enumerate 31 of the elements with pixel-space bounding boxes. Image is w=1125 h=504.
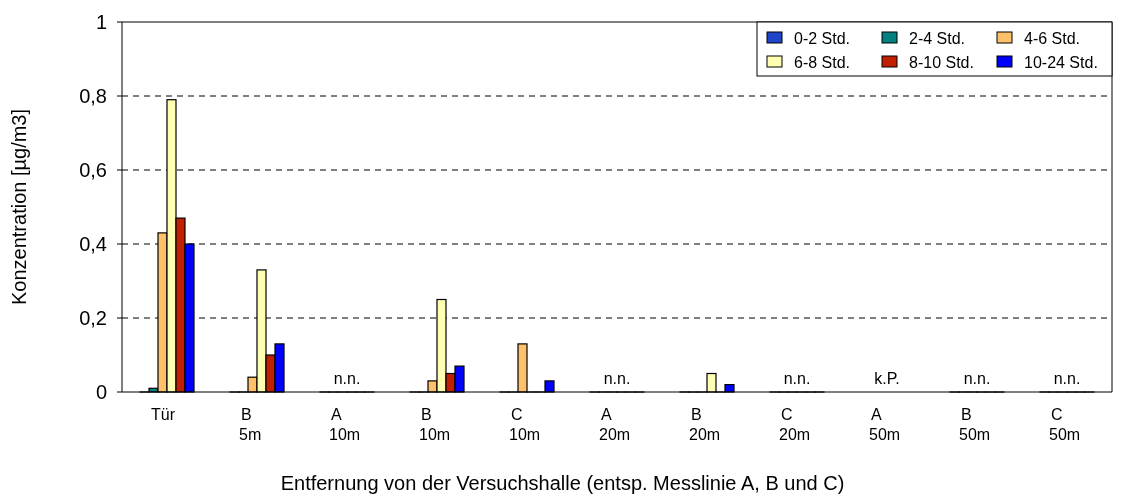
annotation: n.n. (963, 370, 991, 387)
legend-label: 10-24 Std. (1024, 53, 1098, 71)
x-tick-label: C 20m (779, 406, 811, 443)
x-tick-label: C 10m (509, 406, 541, 443)
annotation: n.n. (333, 370, 361, 387)
legend-label: 8-10 Std. (909, 53, 974, 71)
y-tick-label: 1 (95, 11, 107, 33)
y-tick-label: 0,4 (79, 233, 107, 255)
x-tick-label: B 20m (689, 406, 721, 443)
x-tick-label: A 10m (329, 406, 361, 443)
y-tick-label: 0,2 (79, 307, 107, 329)
x-axis-title: Entfernung von der Versuchshalle (entsp. Messlinie A, B und C) (280, 472, 845, 494)
y-axis-title: Konzentration [µg/m3] (8, 108, 30, 306)
x-tick-label: Tür (151, 406, 176, 423)
x-tick-label: B 50m (959, 406, 991, 443)
annotation: n.n. (603, 370, 631, 387)
x-tick-label: A 20m (599, 406, 631, 443)
x-tick-label: B 10m (419, 406, 451, 443)
y-tick-label: 0,8 (79, 85, 107, 107)
y-tick-label: 0,6 (79, 159, 107, 181)
annotation: n.n. (783, 370, 811, 387)
x-tick-label: B 5m (239, 406, 262, 443)
legend-label: 4-6 Std. (1024, 29, 1081, 47)
legend-label: 6-8 Std. (794, 53, 851, 71)
annotation: n.n. (1053, 370, 1081, 387)
legend-label: 2-4 Std. (909, 29, 966, 47)
legend-label: 0-2 Std. (794, 29, 851, 47)
x-tick-label: C 50m (1049, 406, 1081, 443)
x-tick-label: A 50m (869, 406, 901, 443)
annotation: k.P. (874, 370, 900, 387)
y-tick-label: 0 (95, 381, 107, 403)
